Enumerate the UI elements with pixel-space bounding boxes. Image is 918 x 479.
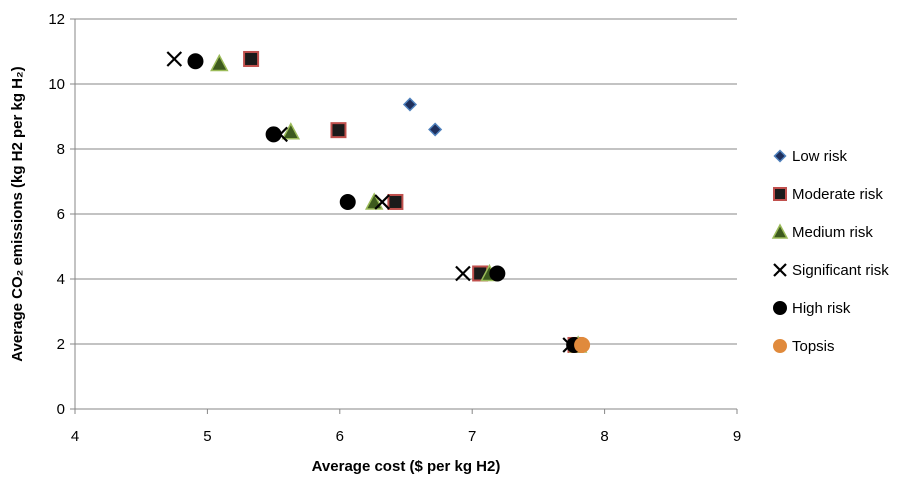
series-low-risk [402,97,443,137]
data-point-medium-risk [210,53,229,72]
x-mark-stroke [166,51,183,67]
gridlines [75,18,737,345]
data-points [166,50,591,353]
x-axis-title: Average cost ($ per kg H2) [312,458,501,475]
data-point-significant-risk [166,51,183,67]
legend-item-low-risk: Low risk [773,148,848,165]
series-topsis [574,336,591,353]
data-point-moderate-risk [387,193,404,210]
y-axis-title: Average CO₂ emissions (kg H2 per kg H₂) [9,66,26,361]
x-tick-label: 6 [336,428,344,445]
data-point-significant-risk [455,265,471,282]
legend-label-high-risk: High risk [792,300,851,317]
data-point-significant-risk [374,194,390,210]
legend-label-medium-risk: Medium risk [792,224,873,241]
axes: 0 2 4 6 8 10 12 4 5 6 7 8 9 [48,11,741,445]
data-point-high-risk [489,265,506,282]
data-point-medium-risk [281,122,301,140]
y-tick-label: 10 [48,76,65,93]
x-tick-label: 8 [600,428,608,445]
legend-item-high-risk: High risk [773,300,851,317]
data-point-topsis [574,336,591,353]
data-point-high-risk [187,53,204,70]
data-point-low-risk [428,122,443,137]
y-tick-label: 12 [48,11,65,28]
legend-label-significant-risk: Significant risk [792,262,889,279]
legend-marker-medium-risk [771,223,789,239]
data-point-medium-risk [364,192,384,210]
y-tick-label: 0 [57,401,65,418]
data-point-moderate-risk [330,122,347,139]
data-point-high-risk [265,126,282,143]
data-point-low-risk [402,97,418,112]
x-mark-stroke [374,194,390,210]
legend-label-moderate-risk: Moderate risk [792,186,883,203]
legend-item-medium-risk: Medium risk [771,223,873,241]
legend-marker-significant-risk [773,263,787,277]
series-moderate-risk [243,50,584,353]
legend: Low risk Moderate risk Medium risk Signific… [771,148,889,355]
x-tick-label: 4 [71,428,79,445]
legend-item-topsis: Topsis [773,338,835,355]
legend-label-low-risk: Low risk [792,148,848,165]
legend-item-moderate-risk: Moderate risk [773,186,883,203]
data-point-moderate-risk [243,50,260,67]
y-tick-label: 8 [57,141,65,158]
legend-marker-topsis [773,339,787,353]
x-tick-label: 9 [733,428,741,445]
x-tick-label: 7 [468,428,476,445]
y-tick-label: 4 [57,271,65,288]
y-tick-label: 2 [57,336,65,353]
legend-marker-high-risk [773,301,787,315]
legend-marker-low-risk [773,149,787,163]
x-tick-label: 5 [203,428,211,445]
legend-marker-moderate-risk [773,187,787,201]
legend-item-significant-risk: Significant risk [773,262,889,279]
y-tick-label: 6 [57,206,65,223]
legend-label-topsis: Topsis [792,338,835,355]
data-point-high-risk [339,193,356,210]
x-mark-stroke [773,263,787,277]
x-mark-stroke [455,265,471,282]
